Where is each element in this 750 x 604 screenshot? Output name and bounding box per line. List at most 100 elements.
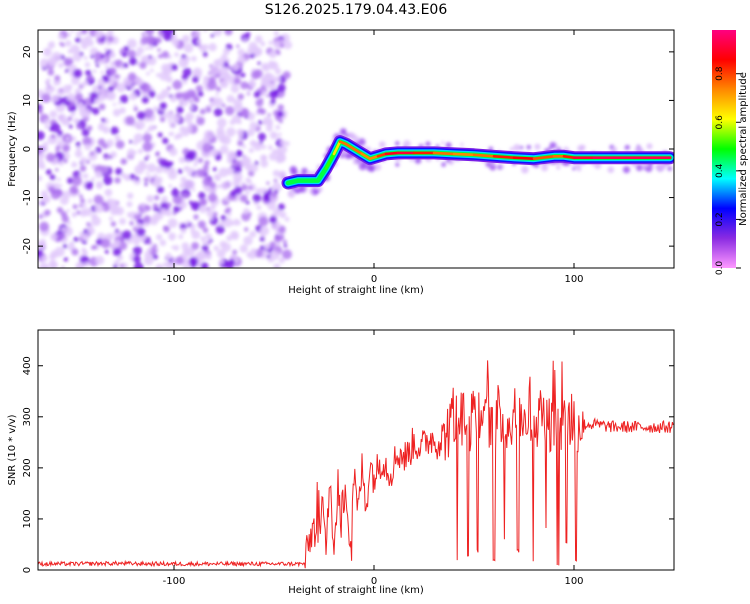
noise-blob [155, 165, 163, 174]
noise-blob [254, 35, 263, 43]
noise-blob [62, 190, 71, 199]
noise-blob [277, 83, 286, 93]
noise-blob [76, 145, 82, 151]
noise-blob [39, 221, 50, 232]
noise-blob [65, 40, 72, 47]
noise-blob [198, 191, 206, 200]
noise-blob [136, 111, 146, 120]
snr-background [38, 330, 674, 570]
noise-blob [38, 249, 43, 258]
noise-blob [155, 151, 160, 156]
noise-blob [249, 230, 257, 238]
noise-blob [178, 156, 186, 164]
noise-blob [60, 42, 65, 47]
noise-blob [94, 98, 100, 105]
noise-blob [155, 37, 162, 44]
noise-blob [276, 153, 287, 163]
noise-blob [127, 49, 137, 59]
noise-blob [144, 130, 148, 134]
noise-blob [110, 49, 114, 53]
noise-blob [122, 62, 129, 69]
noise-blob [171, 245, 175, 249]
noise-blob [38, 145, 43, 155]
noise-blob [166, 202, 172, 208]
noise-blob [59, 233, 66, 239]
noise-blob [200, 199, 207, 206]
noise-blob [127, 148, 135, 157]
noise-blob [128, 156, 132, 161]
noise-blob [161, 195, 168, 203]
noise-blob [203, 130, 214, 140]
x-tick-label: 100 [564, 274, 583, 285]
noise-blob [120, 158, 127, 165]
noise-blob [273, 40, 281, 49]
noise-blob [262, 187, 268, 193]
noise-blob [241, 184, 248, 191]
noise-blob [143, 177, 149, 183]
noise-blob [50, 233, 58, 241]
noise-blob [191, 242, 200, 250]
ridge-halo-blob [534, 143, 541, 150]
noise-blob [162, 137, 169, 144]
noise-blob [204, 172, 208, 176]
noise-blob [72, 52, 82, 62]
noise-blob [216, 249, 226, 258]
noise-blob [210, 204, 216, 211]
y-tick-label: -10 [22, 189, 33, 205]
noise-blob [258, 132, 266, 141]
noise-blob [80, 210, 87, 218]
noise-blob [176, 132, 183, 139]
noise-blob [240, 81, 249, 90]
noise-blob [159, 239, 167, 247]
noise-blob [75, 93, 84, 102]
noise-blob [233, 258, 239, 264]
noise-blob [89, 151, 95, 156]
noise-blob [38, 262, 49, 268]
noise-blob [243, 156, 251, 163]
y-tick-label: 300 [22, 407, 33, 426]
noise-blob [260, 41, 266, 47]
noise-blob [104, 47, 108, 52]
ridge-halo-blob [513, 144, 521, 152]
x-tick-label: 100 [564, 576, 583, 587]
noise-blob [245, 190, 250, 196]
noise-blob [48, 259, 58, 268]
noise-blob [81, 82, 86, 88]
noise-blob [133, 140, 138, 146]
noise-blob [156, 186, 165, 194]
noise-blob [284, 216, 290, 222]
noise-blob [267, 201, 277, 211]
y-tick-label: -20 [22, 238, 33, 254]
noise-blob [256, 141, 262, 147]
ridge-halo-blob [315, 189, 320, 194]
noise-blob [278, 119, 283, 124]
noise-blob [193, 214, 199, 220]
noise-blob [279, 211, 287, 219]
noise-blob [168, 232, 177, 241]
noise-blob [202, 177, 212, 187]
noise-blob [173, 205, 180, 213]
ridge-halo-blob [353, 135, 360, 142]
noise-blob [215, 58, 225, 68]
noise-blob [133, 239, 140, 246]
noise-blob [110, 221, 117, 227]
noise-blob [195, 85, 203, 93]
noise-blob [202, 240, 208, 246]
noise-blob [263, 116, 273, 126]
noise-blob [176, 106, 184, 114]
noise-blob [183, 95, 189, 101]
noise-blob [201, 244, 209, 252]
noise-blob [119, 217, 126, 225]
noise-blob [156, 234, 163, 241]
noise-blob [183, 43, 194, 53]
noise-blob [133, 262, 144, 268]
noise-blob [181, 34, 190, 44]
noise-blob [54, 246, 65, 257]
noise-blob [100, 70, 105, 75]
noise-blob [175, 256, 184, 265]
noise-blob [180, 201, 188, 209]
noise-blob [43, 47, 52, 57]
noise-blob [122, 230, 132, 240]
ridge-halo-blob [395, 162, 400, 167]
noise-blob [219, 145, 229, 154]
